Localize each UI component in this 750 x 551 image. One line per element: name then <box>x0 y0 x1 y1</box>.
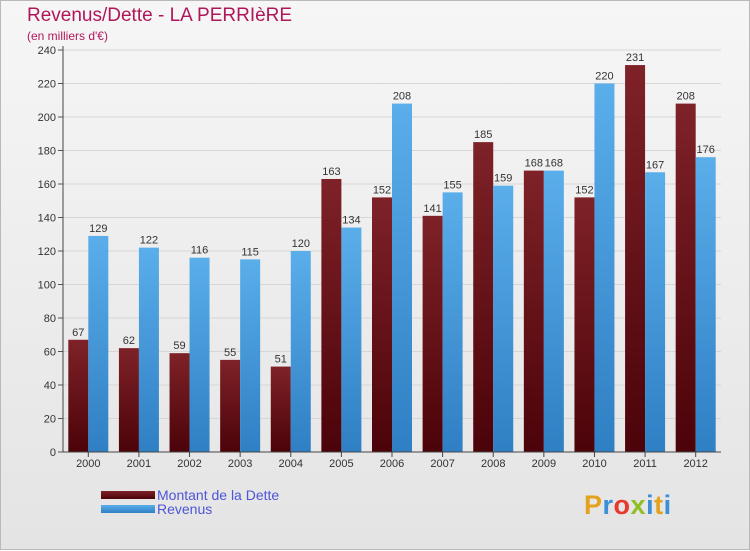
bar-revenus <box>442 192 463 452</box>
data-label-revenus: 208 <box>393 91 411 103</box>
bar-debt <box>574 197 595 452</box>
data-label-revenus: 134 <box>342 215 360 227</box>
bar-revenus <box>543 170 564 452</box>
data-label-debt: 55 <box>224 347 236 359</box>
bar-revenus <box>645 172 666 452</box>
x-tick-label: 2008 <box>481 458 505 470</box>
bar-debt <box>321 178 342 452</box>
legend-label-revenus: Revenus <box>157 501 213 517</box>
data-label-revenus: 155 <box>443 179 461 191</box>
y-tick-label: 20 <box>44 414 56 426</box>
bar-revenus <box>392 103 412 452</box>
bar-debt <box>169 353 190 452</box>
y-tick-label: 240 <box>38 45 56 57</box>
data-label-debt: 185 <box>474 129 492 141</box>
x-tick-label: 2001 <box>127 458 151 470</box>
data-label-revenus: 116 <box>191 245 209 257</box>
data-label-revenus: 168 <box>545 158 563 170</box>
logo-letter: r <box>602 490 614 520</box>
data-label-debt: 208 <box>677 91 695 103</box>
y-tick-label: 220 <box>38 79 56 91</box>
legend-label-debt: Montant de la Dette <box>157 487 280 503</box>
y-tick-label: 160 <box>38 179 56 191</box>
y-tick-label: 80 <box>44 313 56 325</box>
logo-letter: P <box>584 490 603 520</box>
bar-revenus <box>290 251 311 452</box>
bar-revenus <box>341 227 362 452</box>
y-tick-label: 60 <box>44 347 56 359</box>
data-label-debt: 62 <box>123 335 135 347</box>
data-label-debt: 231 <box>626 52 644 64</box>
bar-debt <box>675 103 696 452</box>
x-tick-label: 2009 <box>532 458 556 470</box>
logo-letter: i <box>663 490 672 520</box>
x-tick-label: 2004 <box>279 458 303 470</box>
y-tick-label: 140 <box>38 213 56 225</box>
x-tick-label: 2010 <box>582 458 606 470</box>
data-label-revenus: 122 <box>140 235 158 247</box>
data-label-revenus: 176 <box>697 144 715 156</box>
legend-item-revenus: Revenus <box>101 501 212 517</box>
data-label-revenus: 220 <box>595 71 613 83</box>
data-label-debt: 152 <box>575 184 593 196</box>
data-label-debt: 51 <box>275 354 287 366</box>
x-tick-label: 2012 <box>683 458 707 470</box>
x-tick-label: 2006 <box>380 458 404 470</box>
bar-revenus <box>138 247 159 452</box>
bar-debt <box>473 142 494 452</box>
logo-letter: o <box>613 490 631 520</box>
x-tick-label: 2000 <box>76 458 100 470</box>
bar-revenus <box>695 157 716 452</box>
logo-letter: i <box>646 490 655 520</box>
chart-title: Revenus/Dette - LA PERRIèRE <box>27 5 293 26</box>
logo-letter: t <box>654 490 664 520</box>
y-tick-label: 40 <box>44 380 56 392</box>
data-label-revenus: 129 <box>89 223 107 235</box>
bar-debt <box>68 339 89 452</box>
bar-debt <box>523 170 544 452</box>
bar-revenus <box>189 257 210 452</box>
bar-debt <box>422 215 443 452</box>
y-tick-label: 200 <box>38 112 56 124</box>
data-label-revenus: 159 <box>494 173 512 185</box>
logo-letter: x <box>630 490 647 520</box>
bar-revenus <box>88 235 109 452</box>
bar-debt <box>220 359 241 452</box>
x-tick-label: 2002 <box>177 458 201 470</box>
proxiti-logo: Proxiti <box>584 490 672 521</box>
data-label-debt: 152 <box>373 184 391 196</box>
legend-swatch-revenus <box>101 505 155 513</box>
x-tick-label: 2005 <box>329 458 353 470</box>
bar-revenus <box>493 185 514 453</box>
legend-item-debt: Montant de la Dette <box>101 487 279 503</box>
legend-swatch-debt <box>101 491 155 499</box>
data-label-debt: 67 <box>72 327 84 339</box>
x-tick-label: 2003 <box>228 458 252 470</box>
x-tick-label: 2007 <box>430 458 454 470</box>
data-label-revenus: 115 <box>241 246 259 258</box>
y-tick-label: 120 <box>38 246 56 258</box>
bar-debt <box>372 197 392 452</box>
y-tick-label: 180 <box>38 146 56 158</box>
bar-revenus <box>594 83 615 452</box>
bar-debt <box>118 348 139 452</box>
data-label-revenus: 167 <box>646 159 664 171</box>
data-label-debt: 141 <box>423 203 441 215</box>
data-label-debt: 168 <box>525 158 543 170</box>
bar-debt <box>270 366 291 452</box>
bar-debt <box>625 65 646 452</box>
bar-revenus <box>240 259 261 452</box>
data-label-debt: 59 <box>173 340 185 352</box>
chart-subtitle: (en milliers d'€) <box>27 29 108 43</box>
data-label-debt: 163 <box>322 166 340 178</box>
y-tick-label: 0 <box>50 447 56 459</box>
data-label-revenus: 120 <box>292 238 310 250</box>
x-tick-label: 2011 <box>633 458 657 470</box>
y-tick-label: 100 <box>38 280 56 292</box>
